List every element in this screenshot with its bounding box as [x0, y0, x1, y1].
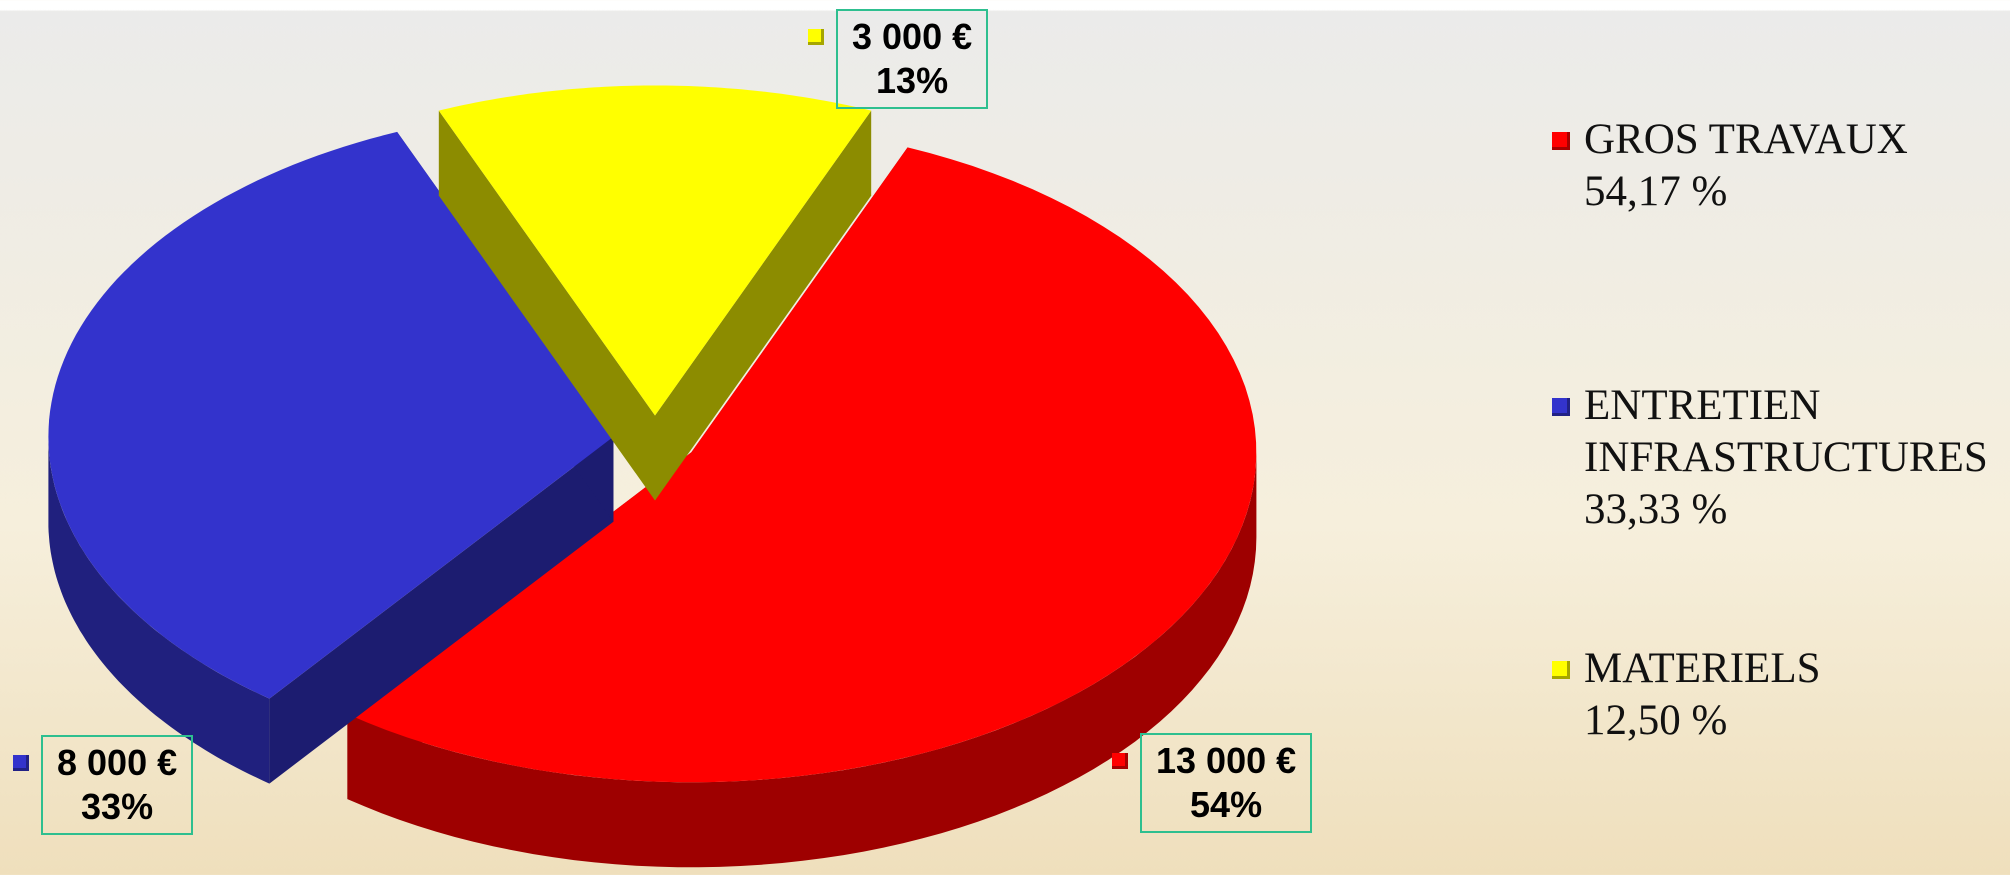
legend-percent: 33,33 % [1584, 486, 1728, 533]
percent-label: 13% [876, 60, 949, 101]
percent-label: 33% [81, 786, 154, 827]
slice-wall [347, 452, 1257, 868]
slice [438, 85, 872, 416]
legend-text: MATERIELS 12,50 % [1584, 643, 2010, 747]
legend-text: ENTRETIEN INFRASTRUCTURES 33,33 % [1584, 380, 2010, 536]
legend-swatch [1552, 132, 1570, 150]
value-label: 8 000 € [57, 742, 178, 783]
legend-percent: 54,17 % [1584, 168, 1728, 215]
value-label: 3 000 € [852, 16, 973, 57]
data-label: 8 000 €33% [41, 735, 194, 835]
slice-side [269, 436, 614, 784]
data-label: 3 000 €13% [836, 9, 989, 109]
label-marker [1112, 753, 1128, 769]
slice [48, 131, 614, 699]
slice-wall [48, 436, 270, 784]
slice-side [438, 110, 655, 501]
legend-item: MATERIELS 12,50 % [1552, 643, 2010, 747]
label-marker [13, 755, 29, 771]
slice-side [655, 110, 872, 501]
legend-label: MATERIELS [1584, 645, 1821, 692]
percent-label: 54% [1190, 784, 1263, 825]
legend-label: GROS TRAVAUX [1584, 116, 1908, 163]
value-label: 13 000 € [1156, 740, 1297, 781]
legend-label: ENTRETIEN INFRASTRUCTURES [1584, 382, 1988, 481]
label-marker [808, 29, 824, 45]
legend-swatch [1552, 661, 1570, 679]
legend-text: GROS TRAVAUX 54,17 % [1584, 114, 2010, 218]
data-label: 13 000 €54% [1140, 733, 1313, 833]
legend-item: GROS TRAVAUX 54,17 % [1552, 114, 2010, 218]
slice [347, 147, 1257, 783]
legend-percent: 12,50 % [1584, 697, 1728, 744]
legend-swatch [1552, 398, 1570, 416]
legend-item: ENTRETIEN INFRASTRUCTURES 33,33 % [1552, 380, 2010, 536]
